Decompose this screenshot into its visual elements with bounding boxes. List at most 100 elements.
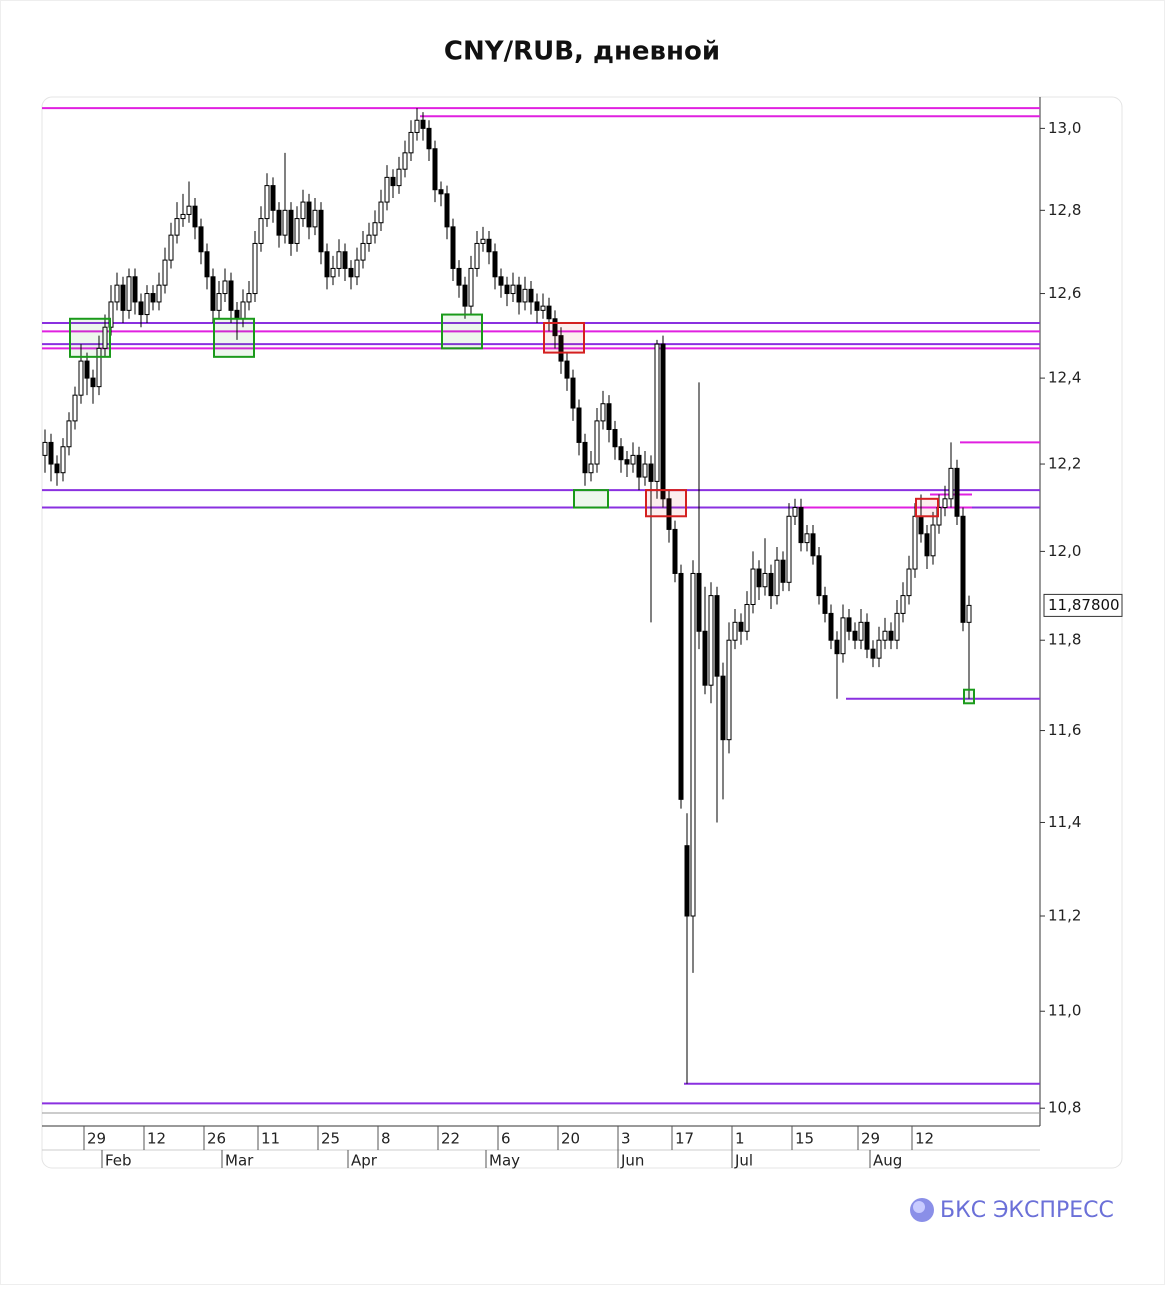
candle-body	[726, 639, 732, 741]
candle-body	[960, 515, 966, 623]
candle-body	[342, 251, 348, 269]
x-tick-label: 6	[501, 1130, 511, 1148]
y-tick-label: 11,6	[1048, 721, 1081, 739]
candle-body	[966, 604, 972, 623]
candle-body	[918, 515, 924, 535]
candle-body	[390, 176, 396, 187]
last-price-label: 11,87800	[1048, 596, 1120, 614]
candle-body	[600, 403, 606, 422]
candle-body	[312, 209, 318, 228]
y-tick-label: 12,2	[1048, 455, 1081, 473]
candle-body	[552, 318, 558, 337]
candle-body	[750, 568, 756, 606]
candle-body	[798, 507, 804, 544]
signal-box	[69, 317, 111, 358]
month-label: Feb	[105, 1152, 132, 1170]
candle-body	[582, 441, 588, 474]
candle-body	[678, 572, 684, 800]
candle-body	[870, 648, 876, 659]
candle-body	[264, 185, 270, 220]
candle-body	[660, 343, 666, 500]
candle-body	[480, 238, 486, 244]
candle-body	[642, 463, 648, 478]
candle-body	[912, 515, 918, 570]
chart-title: CNY/RUB, дневной	[444, 37, 720, 67]
candle-body	[246, 293, 252, 303]
candle-body	[486, 238, 492, 253]
candle-body	[858, 621, 864, 641]
candle-body	[432, 148, 438, 191]
x-tick-label: 20	[561, 1130, 580, 1148]
candle-body	[420, 119, 426, 129]
candle-body	[138, 301, 144, 316]
candle-body	[810, 533, 816, 557]
x-tick-label: 22	[441, 1130, 460, 1148]
candle-body	[648, 463, 654, 482]
candle-body	[666, 498, 672, 530]
y-tick-label: 10,8	[1048, 1099, 1081, 1117]
candle-body	[756, 568, 762, 588]
candle-body	[348, 267, 354, 278]
candle-body	[72, 394, 78, 422]
candle-body	[126, 276, 132, 311]
x-tick-label: 11	[261, 1130, 280, 1148]
y-tick-label: 11,2	[1048, 907, 1081, 925]
month-label: Aug	[873, 1152, 902, 1170]
candle-body	[504, 284, 510, 295]
chart-card	[41, 96, 1123, 1169]
candle-body	[570, 377, 576, 409]
candle-body	[330, 267, 336, 278]
candle-body	[654, 343, 660, 482]
candle-body	[204, 251, 210, 278]
candle-body	[684, 845, 690, 917]
candle-body	[228, 280, 234, 311]
candle-body	[540, 305, 546, 311]
candle-body	[54, 463, 60, 474]
y-tick-label: 12,0	[1048, 542, 1081, 560]
candle-body	[516, 284, 522, 303]
candle-body	[588, 463, 594, 474]
candle-body	[690, 572, 696, 917]
candle-body	[468, 267, 474, 307]
candle-body	[144, 293, 150, 316]
candle-body	[48, 441, 54, 465]
signal-box	[543, 321, 585, 354]
candle-body	[546, 305, 552, 320]
candle-body	[114, 284, 120, 303]
candle-body	[162, 259, 168, 286]
candle-body	[636, 454, 642, 478]
candle-body	[774, 559, 780, 597]
candle-body	[414, 119, 420, 133]
candle-body	[534, 301, 540, 311]
candle-body	[894, 612, 900, 641]
candle-body	[738, 621, 744, 632]
candle-body	[96, 347, 102, 388]
candle-body	[888, 630, 894, 641]
candle-body	[714, 595, 720, 677]
x-tick-label: 1	[735, 1130, 745, 1148]
candle-body	[78, 360, 84, 396]
candle-body	[324, 251, 330, 278]
x-tick-label: 8	[381, 1130, 391, 1148]
candle-body	[60, 446, 66, 474]
month-label: Jun	[620, 1152, 644, 1170]
candle-body	[450, 226, 456, 269]
candle-body	[732, 621, 738, 641]
brand-name: БКС ЭКСПРЕСС	[940, 1198, 1114, 1223]
month-label: Apr	[351, 1152, 378, 1170]
month-label: Mar	[225, 1152, 254, 1170]
brand-logo-highlight	[913, 1201, 925, 1213]
y-tick-label: 11,8	[1048, 631, 1081, 649]
candle-body	[426, 127, 432, 150]
candle-body	[360, 242, 366, 261]
candle-body	[720, 675, 726, 741]
candle-body	[948, 467, 954, 500]
candle-body	[744, 604, 750, 632]
candle-body	[336, 251, 342, 269]
candle-body	[396, 168, 402, 187]
x-tick-label: 25	[321, 1130, 340, 1148]
x-tick-label: 17	[675, 1130, 694, 1148]
candle-body	[708, 595, 714, 686]
candle-body	[576, 407, 582, 443]
